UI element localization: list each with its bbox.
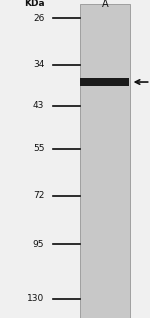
Text: KDa: KDa <box>24 0 44 8</box>
Text: 43: 43 <box>33 101 44 110</box>
Bar <box>80 4 130 318</box>
Text: 55: 55 <box>33 144 44 153</box>
Text: 72: 72 <box>33 191 44 200</box>
Text: 34: 34 <box>33 60 44 69</box>
Text: A: A <box>102 0 108 9</box>
Text: 26: 26 <box>33 14 44 23</box>
Text: 95: 95 <box>33 240 44 249</box>
Text: 130: 130 <box>27 294 44 303</box>
Bar <box>81 78 129 86</box>
